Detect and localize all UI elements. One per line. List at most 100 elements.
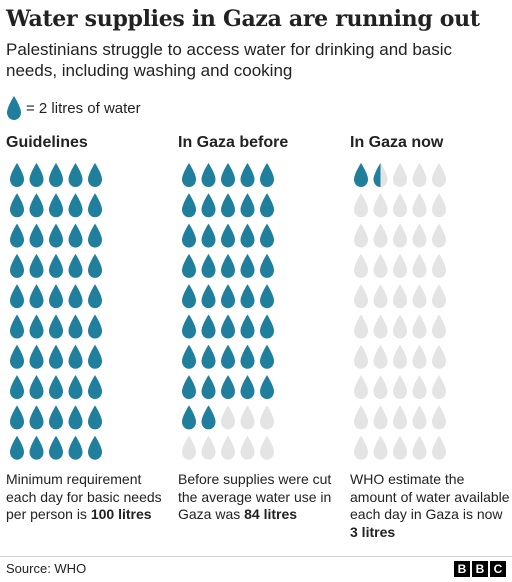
- water-drop-empty: [373, 405, 388, 430]
- water-drop-empty: [373, 193, 388, 218]
- water-drop-empty: [412, 314, 427, 339]
- water-drop-empty: [432, 344, 446, 369]
- logo-block: B: [454, 561, 470, 577]
- water-drop-filled: [201, 253, 216, 278]
- water-drop-filled: [29, 253, 44, 278]
- water-drop-filled: [201, 223, 216, 248]
- water-drop-filled: [201, 284, 216, 309]
- water-drop-empty: [393, 223, 407, 248]
- water-drop-empty: [432, 284, 446, 309]
- water-drop-empty: [412, 284, 427, 309]
- footer-divider: [0, 556, 512, 557]
- water-drop-filled: [88, 253, 102, 278]
- water-drop-empty: [373, 314, 388, 339]
- water-drop-empty: [354, 223, 368, 248]
- water-drop-filled: [68, 375, 83, 400]
- water-drop-filled: [29, 223, 44, 248]
- water-drop-filled: [68, 314, 83, 339]
- water-drop-filled: [10, 435, 24, 460]
- water-drop-filled: [260, 193, 274, 218]
- water-drop-empty: [240, 435, 255, 460]
- water-drop-filled: [88, 435, 102, 460]
- water-drop-empty: [393, 344, 407, 369]
- water-drop-empty: [260, 435, 274, 460]
- water-drop-empty: [354, 405, 368, 430]
- water-drop-filled: [201, 405, 216, 430]
- water-drop-empty: [432, 163, 446, 187]
- water-drop-filled: [182, 314, 196, 339]
- note-text: WHO estimate the amount of water availab…: [350, 471, 510, 522]
- water-drop-empty: [393, 193, 407, 218]
- water-drop-empty: [432, 253, 446, 278]
- source-label: Source: WHO: [6, 561, 87, 576]
- water-drop-empty: [393, 284, 407, 309]
- water-drop-filled: [68, 405, 83, 430]
- water-drop-empty: [373, 375, 388, 400]
- water-drop-empty: [432, 314, 446, 339]
- pictogram-chart: [10, 163, 446, 460]
- legend-label: = 2 litres of water: [26, 99, 141, 117]
- water-drop-filled: [240, 375, 255, 400]
- water-drop-filled: [240, 344, 255, 369]
- note-text: Before supplies were cut the average wat…: [178, 471, 332, 522]
- water-drop-filled: [221, 284, 235, 309]
- bbc-logo: B B C: [454, 561, 506, 577]
- water-drop-empty: [432, 405, 446, 430]
- water-drop-filled: [29, 435, 44, 460]
- water-drop-empty: [412, 405, 427, 430]
- water-drop-filled: [49, 314, 63, 339]
- water-drop-filled: [29, 375, 44, 400]
- water-drop-empty: [432, 375, 446, 400]
- water-drop-filled: [201, 375, 216, 400]
- water-drop-filled: [221, 193, 235, 218]
- water-drop-filled: [68, 193, 83, 218]
- water-drop-filled: [49, 284, 63, 309]
- water-drop-empty: [412, 375, 427, 400]
- water-drop-filled: [201, 193, 216, 218]
- water-drop-filled: [221, 375, 235, 400]
- water-drop-filled: [182, 284, 196, 309]
- water-drop-filled: [260, 375, 274, 400]
- water-drop-filled: [88, 314, 102, 339]
- water-drop-empty: [354, 284, 368, 309]
- water-drop-filled: [221, 253, 235, 278]
- water-drop-empty: [221, 435, 235, 460]
- water-drop-filled: [240, 253, 255, 278]
- water-drop-filled: [240, 193, 255, 218]
- water-drop-empty: [354, 375, 368, 400]
- note-guidelines: Minimum requirement each day for basic n…: [6, 471, 168, 524]
- water-drop-empty: [393, 314, 407, 339]
- water-drop-filled: [68, 223, 83, 248]
- logo-block: B: [472, 561, 488, 577]
- column-title-gaza-before: In Gaza before: [178, 134, 289, 151]
- water-drop-filled: [260, 253, 274, 278]
- water-drop-empty: [373, 253, 388, 278]
- water-drop-filled: [49, 193, 63, 218]
- water-drop-filled: [10, 193, 24, 218]
- water-drop-filled: [88, 405, 102, 430]
- water-drop-filled: [88, 375, 102, 400]
- water-drop-filled: [29, 314, 44, 339]
- column-title-guidelines: Guidelines: [6, 134, 88, 151]
- water-drop-filled: [182, 163, 196, 187]
- water-drop-filled: [240, 284, 255, 309]
- note-gaza-now: WHO estimate the amount of water availab…: [350, 471, 512, 541]
- water-drop-empty: [260, 405, 274, 430]
- water-drop-filled: [182, 344, 196, 369]
- water-drop-filled: [49, 344, 63, 369]
- water-drop-filled: [10, 375, 24, 400]
- chart-title: Water supplies in Gaza are running out: [6, 6, 480, 32]
- water-drop-filled: [68, 284, 83, 309]
- water-drop-filled: [49, 405, 63, 430]
- water-drop-filled: [182, 405, 196, 430]
- water-drop-filled: [221, 163, 235, 187]
- water-drop-filled: [260, 223, 274, 248]
- water-drop-filled: [182, 193, 196, 218]
- water-drop-filled: [29, 163, 44, 187]
- water-drop-empty: [412, 344, 427, 369]
- water-drop-empty: [393, 163, 407, 187]
- note-text: Minimum requirement each day for basic n…: [6, 471, 162, 522]
- water-drop-filled: [221, 344, 235, 369]
- water-drop-empty: [393, 253, 407, 278]
- water-drop-filled: [10, 163, 24, 187]
